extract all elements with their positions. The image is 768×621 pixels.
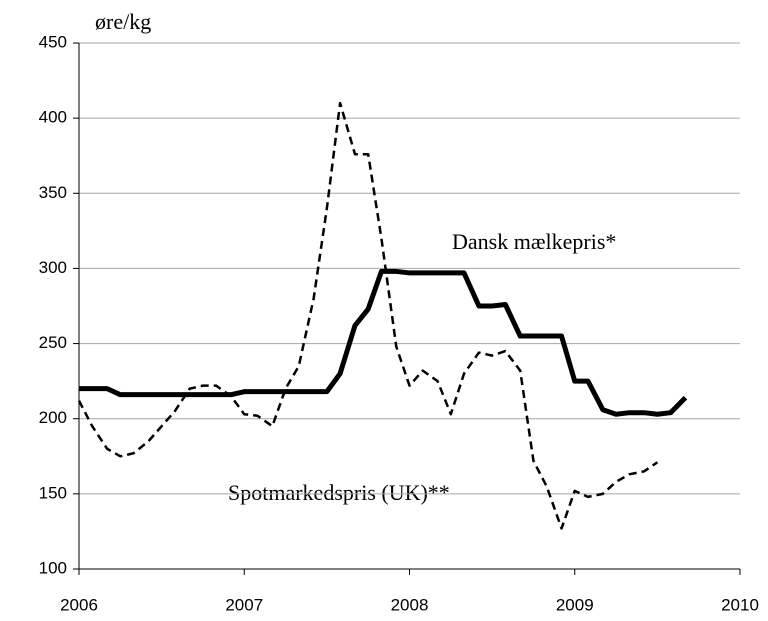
x-tick-label: 2008 — [391, 595, 429, 614]
series-label: Dansk mælkepris* — [452, 229, 616, 254]
y-tick-label: 350 — [39, 183, 67, 202]
x-tick-label: 2007 — [225, 595, 263, 614]
x-tick-label: 2009 — [556, 595, 594, 614]
y-tick-label: 400 — [39, 108, 67, 127]
y-tick-label: 250 — [39, 333, 67, 352]
x-tick-label: 2006 — [60, 595, 98, 614]
y-tick-label: 150 — [39, 483, 67, 502]
x-tick-label: 2010 — [721, 595, 759, 614]
series-line — [79, 268, 688, 417]
y-axis-label: øre/kg — [95, 9, 151, 34]
y-tick-label: 200 — [39, 408, 67, 427]
series-label: Spotmarkedspris (UK)** — [228, 480, 450, 505]
y-tick-label: 450 — [39, 32, 67, 51]
series-line — [77, 101, 659, 530]
y-tick-label: 100 — [39, 558, 67, 577]
y-tick-label: 300 — [39, 258, 67, 277]
